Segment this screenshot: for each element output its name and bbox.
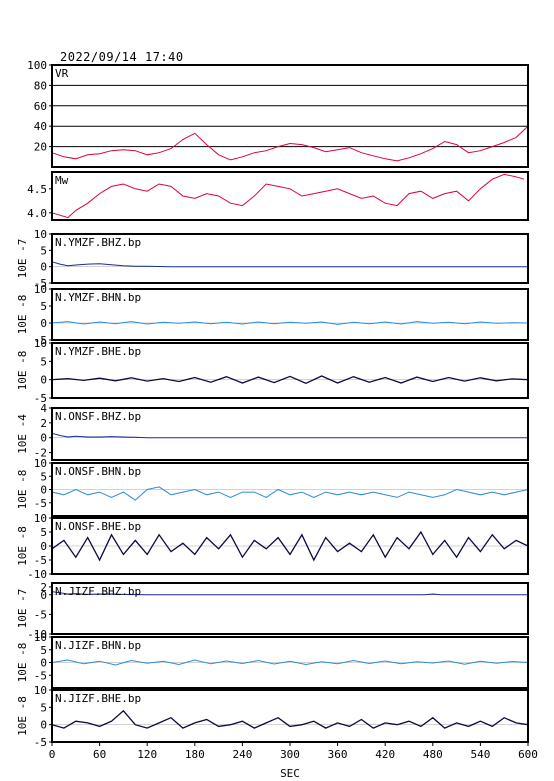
x-tick-label: 480 [423, 748, 443, 761]
y-tick-label: 2 [40, 581, 47, 594]
series-line-n-ymzf-bhn-bp [51, 321, 529, 325]
panel-label-n-jizf-bhn-bp: N.JIZF.BHN.bp [55, 639, 141, 652]
x-tick-label: 120 [137, 748, 157, 761]
panel-frame-n-ymzf-bhe-bp [51, 342, 529, 399]
panel-label-n-ymzf-bhe-bp: N.YMZF.BHE.bp [55, 345, 141, 358]
y-tick-label: 5 [40, 300, 47, 313]
y-tick-label: -5 [34, 554, 47, 567]
panel-label-n-onsf-bhz-bp: N.ONSF.BHZ.bp [55, 410, 141, 423]
x-tick-label: 600 [518, 748, 538, 761]
series-line-n-jizf-bhe-bp [51, 709, 529, 729]
x-tick-label: 0 [49, 748, 56, 761]
y-tick-label: 5 [40, 470, 47, 483]
y-tick-label: -10 [27, 628, 47, 641]
series-line-vr [51, 125, 529, 162]
panel-label-n-jizf-bhz-bp: N.JIZF.BHZ.bp [55, 585, 141, 598]
panel-frame-n-jizf-bhz-bp [51, 582, 529, 635]
y-axis-label-n-onsf-bhn-bp: 10E -8 [16, 470, 29, 510]
panel-label-n-ymzf-bhn-bp: N.YMZF.BHN.bp [55, 291, 141, 304]
y-tick-label: 80 [34, 79, 47, 92]
y-tick-label: 0 [40, 657, 47, 670]
y-tick-label: 0 [40, 719, 47, 732]
y-tick-label: 20 [34, 141, 47, 154]
y-axis-label-n-ymzf-bhe-bp: 10E -8 [16, 351, 29, 391]
y-tick-label: 5 [40, 244, 47, 257]
y-tick-label: 10 [34, 512, 47, 525]
y-axis-label-n-jizf-bhe-bp: 10E -8 [16, 696, 29, 736]
y-tick-label: 100 [27, 59, 47, 72]
y-tick-label: 40 [34, 120, 47, 133]
y-tick-label: 5 [40, 355, 47, 368]
y-tick-label: 10 [34, 631, 47, 644]
series-line-mw [51, 173, 525, 219]
x-tick-label: 60 [93, 748, 106, 761]
y-tick-label: 10 [34, 337, 47, 350]
y-tick-label: 10 [34, 228, 47, 241]
y-tick-label: 5 [40, 701, 47, 714]
y-tick-label: -2 [34, 447, 47, 460]
x-tick-label: 360 [328, 748, 348, 761]
y-tick-label: 5 [40, 526, 47, 539]
y-axis-label-n-ymzf-bhz-bp: 10E -7 [16, 239, 29, 279]
y-axis-label-n-onsf-bhz-bp: 10E -4 [16, 414, 29, 454]
series-line-n-onsf-bhn-bp [51, 486, 529, 501]
panel-label-mw: Mw [55, 174, 69, 187]
y-axis-label-n-ymzf-bhn-bp: 10E -8 [16, 295, 29, 335]
x-tick-label: 180 [185, 748, 205, 761]
y-tick-label: 4 [40, 402, 47, 415]
series-line-n-jizf-bhz-bp [51, 591, 528, 596]
y-tick-label: -5 [34, 497, 47, 510]
y-tick-label: 10 [34, 684, 47, 697]
timestamp: 2022/09/14 17:40 [60, 50, 184, 64]
panel-label-n-onsf-bhn-bp: N.ONSF.BHN.bp [55, 465, 141, 478]
y-tick-label: -5 [34, 608, 47, 621]
y-tick-label: 0 [40, 540, 47, 553]
x-tick-label: 540 [470, 748, 490, 761]
panel-label-n-onsf-bhe-bp: N.ONSF.BHE.bp [55, 520, 141, 533]
x-tick-label: 420 [375, 748, 395, 761]
y-tick-label: -10 [27, 568, 47, 581]
y-tick-label: 60 [34, 100, 47, 113]
series-line-n-ymzf-bhz-bp [51, 261, 528, 268]
panel-label-n-jizf-bhe-bp: N.JIZF.BHE.bp [55, 692, 141, 705]
panel-frame-n-ymzf-bhz-bp [51, 233, 529, 284]
y-tick-label: 0 [40, 261, 47, 274]
x-tick-label: 240 [232, 748, 252, 761]
series-line-n-onsf-bhz-bp [51, 432, 528, 439]
panel-frame-n-ymzf-bhn-bp [51, 288, 529, 341]
y-tick-label: 0 [40, 484, 47, 497]
y-axis-label-n-jizf-bhz-bp: 10E -7 [16, 589, 29, 629]
y-tick-label: 4.0 [27, 207, 47, 220]
y-axis-label-n-jizf-bhn-bp: 10E -8 [16, 643, 29, 683]
y-tick-label: 0 [40, 317, 47, 330]
series-line-n-jizf-bhn-bp [51, 659, 529, 666]
y-tick-label: -5 [34, 669, 47, 682]
y-tick-label: 0 [40, 374, 47, 387]
y-tick-label: 10 [34, 283, 47, 296]
y-tick-label: -5 [34, 392, 47, 405]
series-line-n-ymzf-bhe-bp [51, 375, 529, 385]
y-tick-label: 5 [40, 644, 47, 657]
panel-label-vr: VR [55, 67, 69, 80]
panel-frame-mw [51, 171, 529, 221]
y-tick-label: -5 [34, 277, 47, 290]
panel-frame-vr [51, 64, 529, 168]
y-tick-label: 0 [40, 432, 47, 445]
y-tick-label: 0 [40, 589, 47, 602]
series-line-n-onsf-bhe-bp [51, 530, 529, 562]
y-tick-label: 4.5 [27, 183, 47, 196]
y-tick-label: -5 [34, 736, 47, 749]
x-axis-label: SEC [280, 767, 300, 780]
y-axis-label-n-onsf-bhe-bp: 10E -8 [16, 526, 29, 566]
panel-label-n-ymzf-bhz-bp: N.YMZF.BHZ.bp [55, 236, 141, 249]
y-tick-label: 10 [34, 457, 47, 470]
y-tick-label: 2 [40, 417, 47, 430]
y-tick-label: -5 [34, 334, 47, 347]
panel-frame-n-onsf-bhz-bp [51, 407, 529, 461]
x-tick-label: 300 [280, 748, 300, 761]
